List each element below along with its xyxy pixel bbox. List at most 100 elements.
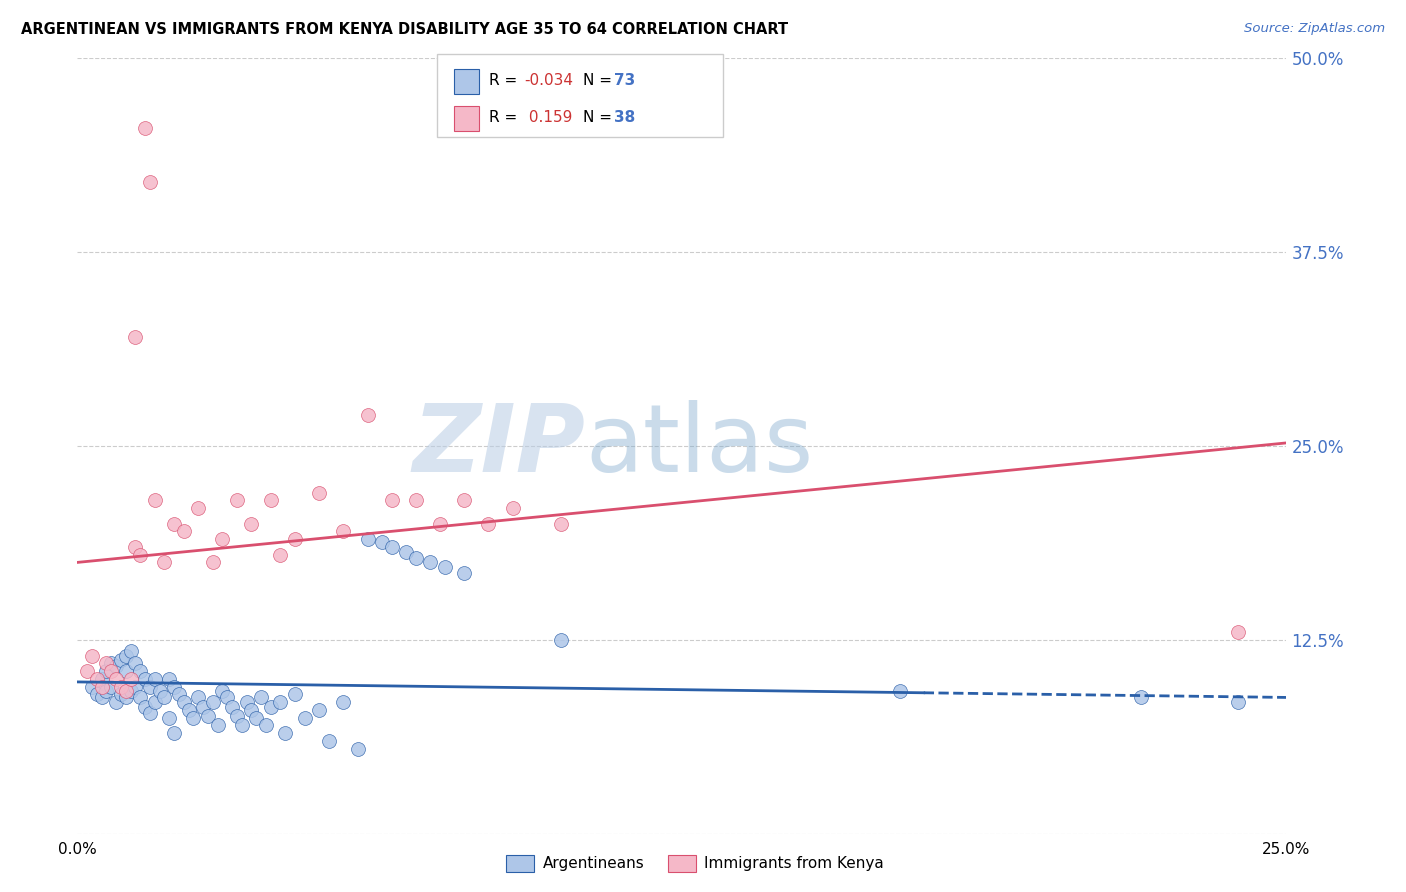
Point bbox=[90, 672, 112, 686]
Point bbox=[347, 741, 370, 756]
Point bbox=[550, 516, 572, 531]
Point bbox=[105, 695, 128, 709]
Point bbox=[453, 493, 475, 508]
Point bbox=[129, 548, 152, 562]
Text: N =: N = bbox=[583, 73, 617, 87]
Point bbox=[453, 566, 475, 581]
Point bbox=[269, 695, 291, 709]
Point bbox=[100, 657, 122, 671]
Point bbox=[187, 690, 209, 705]
Point bbox=[274, 726, 297, 740]
Point bbox=[889, 684, 911, 698]
Point bbox=[124, 540, 146, 554]
Point bbox=[419, 555, 441, 570]
Point bbox=[254, 718, 277, 732]
Point bbox=[173, 695, 195, 709]
Point bbox=[250, 690, 273, 705]
Point bbox=[1130, 690, 1153, 705]
Point bbox=[76, 664, 98, 678]
Point bbox=[211, 532, 233, 546]
Point bbox=[356, 532, 378, 546]
Text: atlas: atlas bbox=[585, 400, 814, 492]
Point bbox=[90, 690, 112, 705]
Point bbox=[143, 695, 166, 709]
Point bbox=[332, 695, 354, 709]
Text: 38: 38 bbox=[614, 111, 636, 125]
Point bbox=[284, 532, 307, 546]
Point bbox=[477, 516, 499, 531]
Text: -0.034: -0.034 bbox=[524, 73, 574, 87]
Point bbox=[201, 555, 224, 570]
Point bbox=[187, 501, 209, 516]
Point bbox=[177, 703, 200, 717]
Text: Argentineans: Argentineans bbox=[543, 856, 644, 871]
Point bbox=[100, 680, 122, 694]
Point bbox=[356, 408, 378, 422]
Point bbox=[433, 560, 456, 574]
Point bbox=[100, 664, 122, 678]
Point bbox=[139, 175, 162, 189]
Point bbox=[114, 690, 136, 705]
Point bbox=[96, 657, 118, 671]
Text: R =: R = bbox=[489, 73, 523, 87]
Point bbox=[148, 684, 170, 698]
Point bbox=[191, 699, 214, 714]
Point bbox=[80, 680, 103, 694]
Point bbox=[260, 493, 283, 508]
Point bbox=[105, 672, 128, 686]
Point bbox=[381, 540, 404, 554]
Point bbox=[167, 687, 190, 701]
Point bbox=[120, 644, 142, 658]
Point bbox=[163, 726, 186, 740]
Point bbox=[207, 718, 229, 732]
Point bbox=[153, 555, 176, 570]
Point bbox=[120, 684, 142, 698]
Point bbox=[129, 664, 152, 678]
Point bbox=[405, 550, 427, 565]
Point bbox=[143, 493, 166, 508]
Point bbox=[240, 516, 263, 531]
Text: R =: R = bbox=[489, 111, 523, 125]
Point bbox=[318, 734, 340, 748]
Point bbox=[157, 710, 180, 724]
Point bbox=[134, 672, 156, 686]
Point bbox=[124, 657, 146, 671]
Point bbox=[110, 653, 132, 667]
Point bbox=[429, 516, 451, 531]
Point bbox=[217, 690, 239, 705]
Point bbox=[197, 709, 219, 723]
Point bbox=[1227, 625, 1250, 640]
Point bbox=[371, 535, 394, 549]
Point bbox=[226, 493, 249, 508]
Point bbox=[157, 672, 180, 686]
Point bbox=[114, 648, 136, 663]
Point bbox=[96, 664, 118, 678]
Point bbox=[405, 493, 427, 508]
Point bbox=[143, 672, 166, 686]
Text: Source: ZipAtlas.com: Source: ZipAtlas.com bbox=[1244, 22, 1385, 36]
Text: 0.159: 0.159 bbox=[524, 111, 572, 125]
Text: ZIP: ZIP bbox=[412, 400, 585, 492]
Point bbox=[308, 703, 330, 717]
Point bbox=[80, 648, 103, 663]
Point bbox=[235, 695, 257, 709]
Point bbox=[105, 659, 128, 673]
Point bbox=[308, 485, 330, 500]
Point bbox=[86, 687, 108, 701]
Point bbox=[110, 687, 132, 701]
Point bbox=[124, 330, 146, 344]
Point bbox=[221, 699, 243, 714]
Point bbox=[90, 680, 112, 694]
Point bbox=[260, 699, 283, 714]
Point bbox=[120, 672, 142, 686]
Point bbox=[502, 501, 524, 516]
Point bbox=[114, 664, 136, 678]
Point bbox=[284, 687, 307, 701]
Point bbox=[269, 548, 291, 562]
Text: 73: 73 bbox=[614, 73, 636, 87]
Point bbox=[134, 699, 156, 714]
Point bbox=[129, 690, 152, 705]
Point bbox=[332, 524, 354, 539]
Point bbox=[183, 710, 205, 724]
Point bbox=[96, 684, 118, 698]
